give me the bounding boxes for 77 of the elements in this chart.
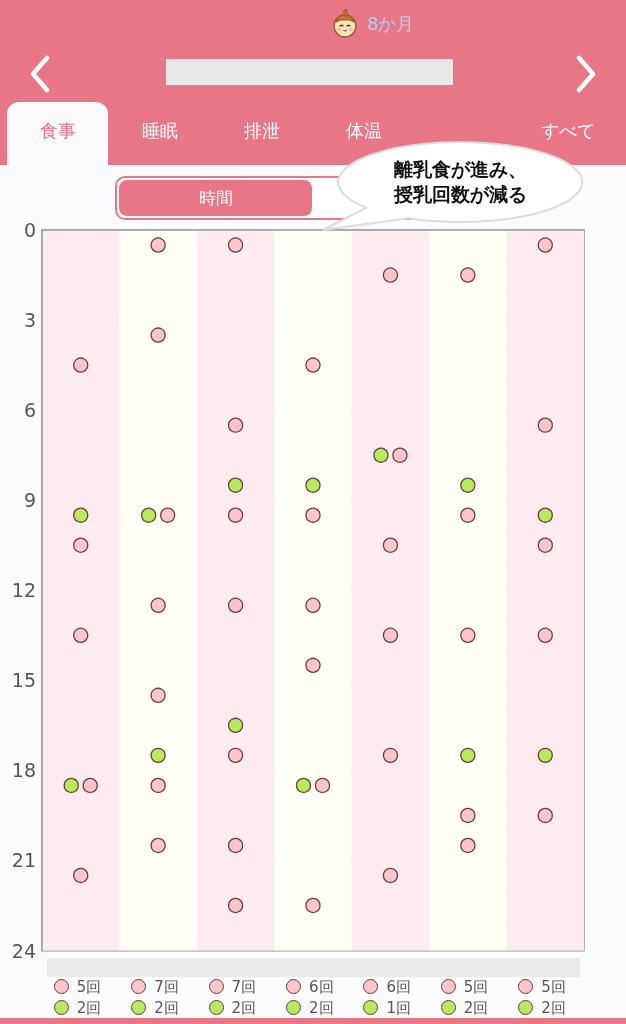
- point: [227, 507, 244, 523]
- point: [305, 657, 321, 673]
- point: [150, 237, 166, 253]
- point: [73, 357, 89, 373]
- point: [150, 327, 166, 343]
- point: [227, 597, 244, 613]
- y-tick-label: 3: [23, 309, 36, 332]
- point: [227, 417, 244, 433]
- y-tick-label: 24: [11, 939, 36, 962]
- point: [150, 777, 166, 794]
- point: [537, 807, 553, 824]
- point: [150, 687, 166, 703]
- point: [227, 897, 244, 914]
- point: [382, 867, 399, 884]
- y-tick-label: 18: [11, 759, 36, 782]
- text: 2回: [463, 999, 489, 1017]
- point: [73, 867, 89, 884]
- point: [460, 747, 476, 764]
- point: [305, 357, 321, 373]
- point: [460, 837, 476, 854]
- y-tick-label: 12: [11, 579, 36, 602]
- point: [537, 627, 553, 643]
- y-tick-label: 6: [23, 399, 36, 422]
- text: 7回: [154, 978, 179, 996]
- point: [227, 477, 244, 493]
- point: [227, 837, 244, 854]
- text: 1回: [386, 999, 411, 1017]
- y-tick-label: 9: [23, 489, 36, 512]
- text: 体温: [346, 120, 382, 141]
- point: [227, 747, 244, 764]
- text: 5回: [76, 978, 102, 996]
- point: [150, 597, 166, 613]
- point: [537, 507, 553, 523]
- point: [73, 507, 89, 523]
- point: [460, 507, 476, 523]
- point: [227, 717, 244, 733]
- point: [305, 897, 321, 914]
- text: 5回: [463, 978, 489, 996]
- point: [150, 747, 166, 764]
- point: [73, 537, 89, 553]
- point: [382, 267, 399, 283]
- y-tick-label: 21: [11, 849, 36, 872]
- point: [305, 477, 321, 493]
- point: [460, 807, 476, 824]
- point: [150, 837, 166, 854]
- point: [305, 597, 321, 613]
- point: [382, 537, 399, 553]
- text: 2回: [76, 999, 102, 1017]
- text: 2回: [309, 999, 334, 1017]
- point: [460, 477, 476, 493]
- point: [382, 747, 399, 764]
- text: 離乳食が進み、授乳回数が減る: [393, 158, 527, 205]
- point: [227, 237, 244, 253]
- point: [537, 537, 553, 553]
- text: 排泄: [244, 120, 280, 141]
- text: 5回: [541, 978, 566, 996]
- text: 睡眠: [142, 120, 178, 141]
- text: 7回: [231, 978, 257, 996]
- point: [537, 747, 553, 764]
- point: [537, 237, 553, 253]
- text: 食事: [40, 120, 76, 141]
- text: 6回: [386, 978, 411, 996]
- point: [460, 267, 476, 283]
- text: すべて: [541, 120, 595, 141]
- point: [537, 417, 553, 433]
- text: 6回: [309, 978, 334, 996]
- text: 2回: [541, 999, 566, 1017]
- selected-segment: 時間: [119, 180, 312, 216]
- y-tick-label: 0: [23, 219, 36, 241]
- chart-title: 8か月: [367, 13, 415, 34]
- y-tick-label: 15: [11, 669, 36, 692]
- point: [460, 627, 476, 643]
- text: 2回: [231, 999, 257, 1017]
- text: 2回: [154, 999, 179, 1017]
- point: [73, 627, 89, 643]
- point: [382, 627, 399, 643]
- point: [305, 507, 321, 523]
